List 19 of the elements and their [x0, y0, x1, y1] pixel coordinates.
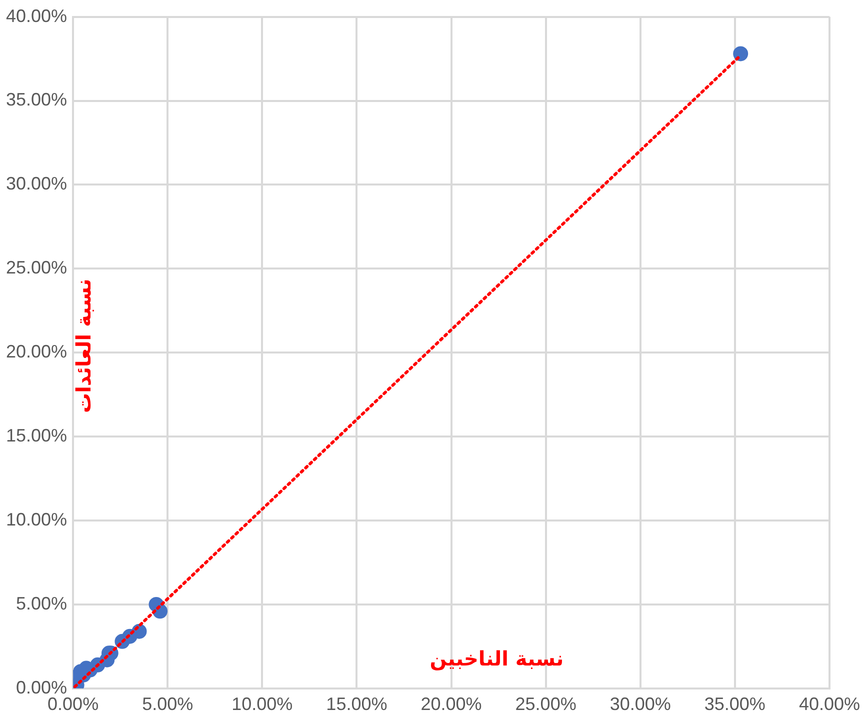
- x-tick-label: 10.00%: [232, 694, 293, 714]
- y-tick-label: 35.00%: [6, 90, 68, 110]
- y-tick-label: 20.00%: [6, 342, 68, 362]
- y-tick-label: 10.00%: [6, 509, 68, 530]
- x-tick-label: 30.00%: [610, 694, 671, 714]
- y-tick-label: 5.00%: [16, 593, 68, 614]
- point: [733, 46, 748, 62]
- x-axis-title: نسبة الناخبين: [430, 646, 564, 671]
- y-tick-label: 25.00%: [6, 258, 68, 278]
- y-tick-label: 15.00%: [6, 426, 68, 446]
- x-tick-label: 40.00%: [798, 694, 860, 714]
- y-axis-title: نسبة العائدات: [71, 278, 96, 414]
- x-tick-label: 20.00%: [420, 694, 482, 714]
- x-tick-label: 25.00%: [515, 694, 576, 714]
- x-tick-label: 15.00%: [326, 694, 388, 714]
- y-tick-label: 30.00%: [6, 174, 68, 194]
- x-tick-label: 35.00%: [704, 694, 766, 714]
- x-tick-label: 5.00%: [142, 694, 194, 714]
- y-tick-label: 40.00%: [6, 6, 68, 26]
